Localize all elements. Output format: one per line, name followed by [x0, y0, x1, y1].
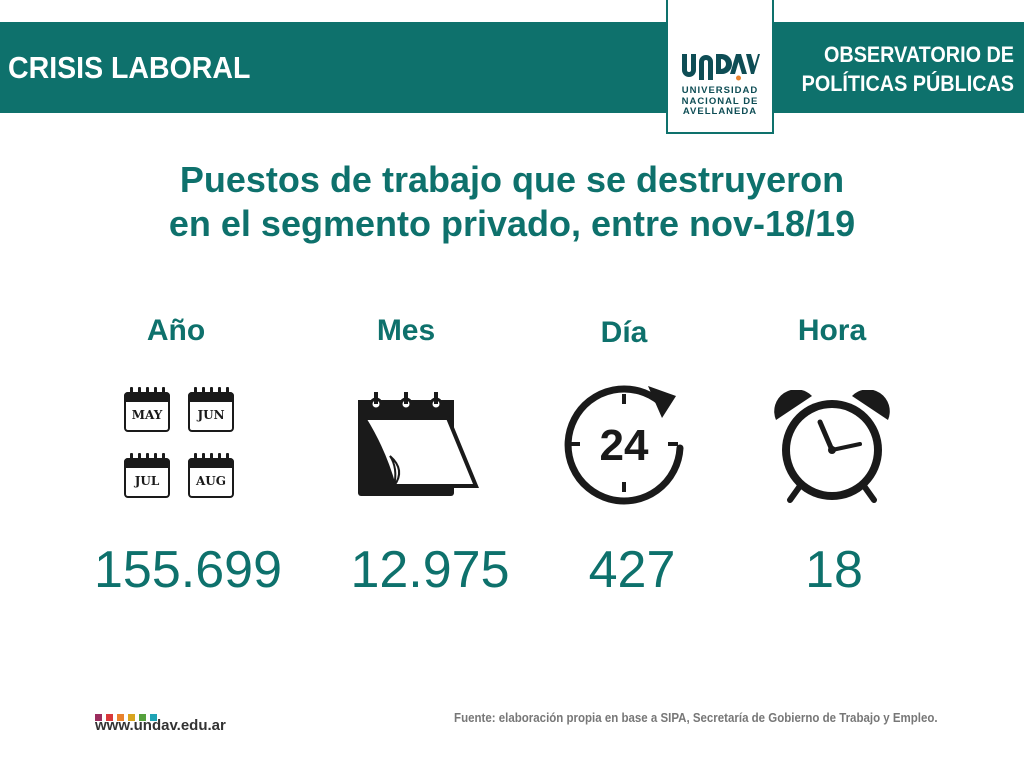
observatory-title-line2: POLÍTICAS PÚBLICAS [801, 71, 1014, 96]
color-square [128, 714, 135, 721]
header-title: CRISIS LABORAL [8, 50, 251, 85]
undav-logo: UNIVERSIDAD NACIONAL DE AVELLANEDA [666, 0, 774, 134]
calendar-page-icon [358, 392, 479, 496]
observatory-title: OBSERVATORIO DE POLÍTICAS PÚBLICAS [798, 40, 1014, 98]
observatory-title-line1: OBSERVATORIO DE [824, 42, 1014, 67]
brand-color-squares [95, 708, 161, 726]
calendar-jul-icon: JUL [124, 452, 172, 500]
label-month: Mes [376, 314, 436, 347]
value-year: 155.699 [94, 541, 282, 599]
svg-text:24: 24 [600, 421, 649, 470]
calendar-may-icon: MAY [124, 386, 172, 434]
month-may: MAY [131, 408, 163, 422]
label-day: Día [600, 316, 648, 349]
month-jun: JUN [197, 408, 225, 422]
header-bar [0, 22, 1024, 113]
alarm-clock-icon [774, 390, 890, 503]
undav-logo-text: UNIVERSIDAD NACIONAL DE AVELLANEDA [668, 85, 772, 118]
color-square [106, 714, 113, 721]
undav-logo-mark [682, 54, 760, 81]
month-jul: JUL [134, 474, 160, 488]
main-title-line1: Puestos de trabajo que se destruyeron [179, 159, 845, 200]
website-link[interactable]: www.undav.edu.ar [95, 717, 226, 734]
source-note: Fuente: elaboración propia en base a SIP… [454, 711, 938, 725]
label-year: Año [146, 314, 206, 347]
label-hour: Hora [797, 314, 867, 347]
main-title: Puestos de trabajo que se destruyeron en… [0, 158, 1024, 246]
color-square [139, 714, 146, 721]
main-title-line2: en el segmento privado, entre nov-18/19 [168, 203, 856, 244]
logo-line2: NACIONAL DE [681, 95, 759, 107]
color-square [95, 714, 102, 721]
value-hour: 18 [805, 541, 863, 599]
value-month: 12.975 [350, 541, 510, 599]
color-square [150, 714, 157, 721]
calendar-aug-icon: AUG [188, 452, 236, 500]
logo-line1: UNIVERSIDAD [681, 85, 759, 96]
calendar-months-icon: MAY JUN JUL AUG [124, 386, 240, 506]
logo-line3: AVELLANEDA [682, 106, 758, 117]
clock-24-icon: 24 [564, 385, 684, 505]
color-square [117, 714, 124, 721]
value-day: 427 [588, 541, 676, 599]
calendar-jun-icon: JUN [188, 386, 236, 434]
month-aug: AUG [195, 474, 227, 488]
